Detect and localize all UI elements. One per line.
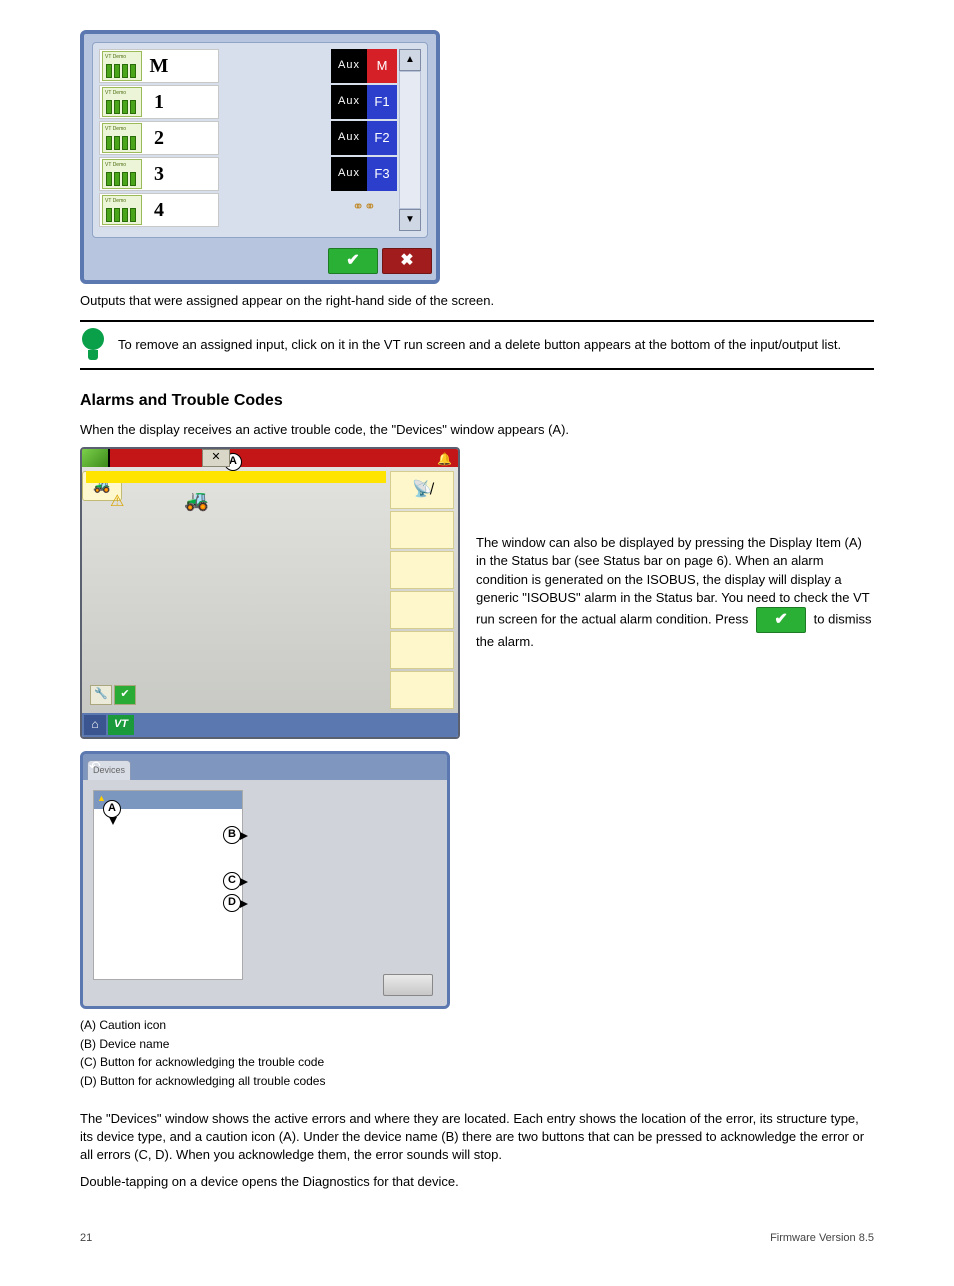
- vt-icon[interactable]: VT: [108, 715, 134, 735]
- aux-assignment-row[interactable]: AuxF1: [331, 85, 397, 119]
- slot-row[interactable]: VT Demo1: [99, 85, 219, 119]
- bell-icon[interactable]: 🔔: [437, 451, 452, 468]
- link-icon[interactable]: ⚭⚭: [331, 193, 397, 221]
- aux-assignment-row[interactable]: AuxM: [331, 49, 397, 83]
- slot-label: 2: [144, 124, 174, 152]
- aux-label: Aux: [331, 157, 367, 191]
- widget-slot[interactable]: [390, 591, 454, 629]
- fig1-footer: ✔ ✖: [84, 246, 436, 280]
- confirm-inline-icon[interactable]: ✔: [756, 607, 806, 633]
- slot-row[interactable]: VT Demo2: [99, 121, 219, 155]
- scroll-up-button[interactable]: ▲: [399, 49, 421, 71]
- menu-corner-icon[interactable]: [82, 449, 110, 467]
- callout-d: D: [223, 894, 241, 912]
- wrench-tool-button[interactable]: 🔧: [90, 685, 112, 705]
- alarms-paragraph: When the display receives an active trou…: [80, 421, 874, 439]
- legend-c: (C) Button for acknowledging the trouble…: [80, 1054, 874, 1071]
- aux-label: Aux: [331, 49, 367, 83]
- callout-b: B: [223, 826, 241, 844]
- widget-slot[interactable]: [390, 551, 454, 589]
- aux-tag: F2: [367, 121, 397, 155]
- run-screen-window: 🔔 🚜 A ⚠ 🚜 ✕ 🔧 ✔ 📡̸: [80, 447, 460, 739]
- legend-b: (B) Device name: [80, 1036, 874, 1053]
- fig1-scrollbar[interactable]: ▲ ▼: [399, 49, 421, 231]
- callout-legend: (A) Caution icon (B) Device name (C) But…: [80, 1017, 874, 1090]
- run-screen-body: 🚜 A ⚠ 🚜 ✕ 🔧 ✔ 📡̸: [82, 467, 458, 713]
- slot-row[interactable]: VT Demo4: [99, 193, 219, 227]
- legend-a: (A) Caution icon: [80, 1017, 874, 1034]
- caption-after-fig1: Outputs that were assigned appear on the…: [80, 292, 874, 310]
- scroll-track[interactable]: [399, 71, 421, 209]
- aux-assignment-window: VT DemoMVT Demo1VT Demo2VT Demo3VT Demo4…: [80, 30, 440, 284]
- widget-slot[interactable]: [390, 631, 454, 669]
- aux-assignment-row[interactable]: AuxF3: [331, 157, 397, 191]
- devices-window: ↶ Devices ▲ A B C D: [80, 751, 450, 1009]
- tip-text: To remove an assigned input, click on it…: [118, 336, 841, 354]
- slot-row[interactable]: VT Demo3: [99, 157, 219, 191]
- slot-label: 3: [144, 160, 174, 188]
- callout-a: A: [103, 800, 121, 818]
- aux-tag: M: [367, 49, 397, 83]
- slot-label: M: [144, 52, 174, 80]
- widget-column: 📡̸: [390, 471, 454, 709]
- alarms-heading: Alarms and Trouble Codes: [80, 390, 874, 412]
- aux-label: Aux: [331, 85, 367, 119]
- aux-assignment-row[interactable]: AuxF2: [331, 121, 397, 155]
- vt-demo-icon: VT Demo: [102, 159, 142, 189]
- apply-tool-button[interactable]: ✔: [114, 685, 136, 705]
- tip-block: To remove an assigned input, click on it…: [80, 320, 874, 370]
- double-tap-paragraph: Double-tapping on a device opens the Dia…: [80, 1173, 874, 1191]
- map-toolbar: 🔧 ✔: [90, 685, 136, 705]
- callout-c: C: [223, 872, 241, 890]
- firmware-version: Firmware Version 8.5: [770, 1231, 874, 1246]
- legend-d: (D) Button for acknowledging all trouble…: [80, 1073, 874, 1090]
- scroll-down-button[interactable]: ▼: [399, 209, 421, 231]
- vt-demo-icon: VT Demo: [102, 51, 142, 81]
- gps-button[interactable]: ✕: [202, 449, 230, 467]
- status-bar: ⌂ VT: [82, 713, 458, 737]
- confirm-button[interactable]: ✔: [328, 248, 378, 274]
- slot-label: 4: [144, 196, 174, 224]
- vt-demo-icon: VT Demo: [102, 195, 142, 225]
- gps-status-slot[interactable]: 📡̸: [390, 471, 454, 509]
- slot-row[interactable]: VT DemoM: [99, 49, 219, 83]
- fig1-aux-list: AuxMAuxF1AuxF2AuxF3⚭⚭: [331, 49, 397, 231]
- widget-slot[interactable]: [390, 511, 454, 549]
- home-icon[interactable]: ⌂: [84, 715, 106, 735]
- aux-assignment-body: VT DemoMVT Demo1VT Demo2VT Demo3VT Demo4…: [92, 42, 428, 238]
- alert-bar: 🔔: [82, 449, 458, 467]
- fig2-side-paragraph: The window can also be displayed by pres…: [476, 534, 874, 651]
- slot-label: 1: [144, 88, 174, 116]
- vt-demo-icon: VT Demo: [102, 123, 142, 153]
- devices-tabbar: ↶ Devices: [83, 754, 447, 780]
- warning-icon: ⚠: [110, 491, 124, 513]
- vt-demo-icon: VT Demo: [102, 87, 142, 117]
- devices-window-paragraph: The "Devices" window shows the active er…: [80, 1110, 874, 1165]
- aux-tag: F3: [367, 157, 397, 191]
- tractor-icon: 🚜: [184, 487, 209, 515]
- widget-slot[interactable]: [390, 671, 454, 709]
- page-number: 21: [80, 1231, 92, 1246]
- devices-body: ▲ A B C D: [83, 780, 447, 1006]
- lightbulb-icon: [80, 328, 106, 362]
- page-footer: 21 Firmware Version 8.5: [80, 1231, 874, 1246]
- map-area[interactable]: ⚠ 🚜 ✕: [86, 471, 386, 483]
- aux-tag: F1: [367, 85, 397, 119]
- back-icon[interactable]: ↶: [89, 757, 101, 777]
- devices-ok-button[interactable]: [383, 974, 433, 996]
- aux-label: Aux: [331, 121, 367, 155]
- cancel-button[interactable]: ✖: [382, 248, 432, 274]
- fig1-slot-list: VT DemoMVT Demo1VT Demo2VT Demo3VT Demo4: [99, 49, 219, 231]
